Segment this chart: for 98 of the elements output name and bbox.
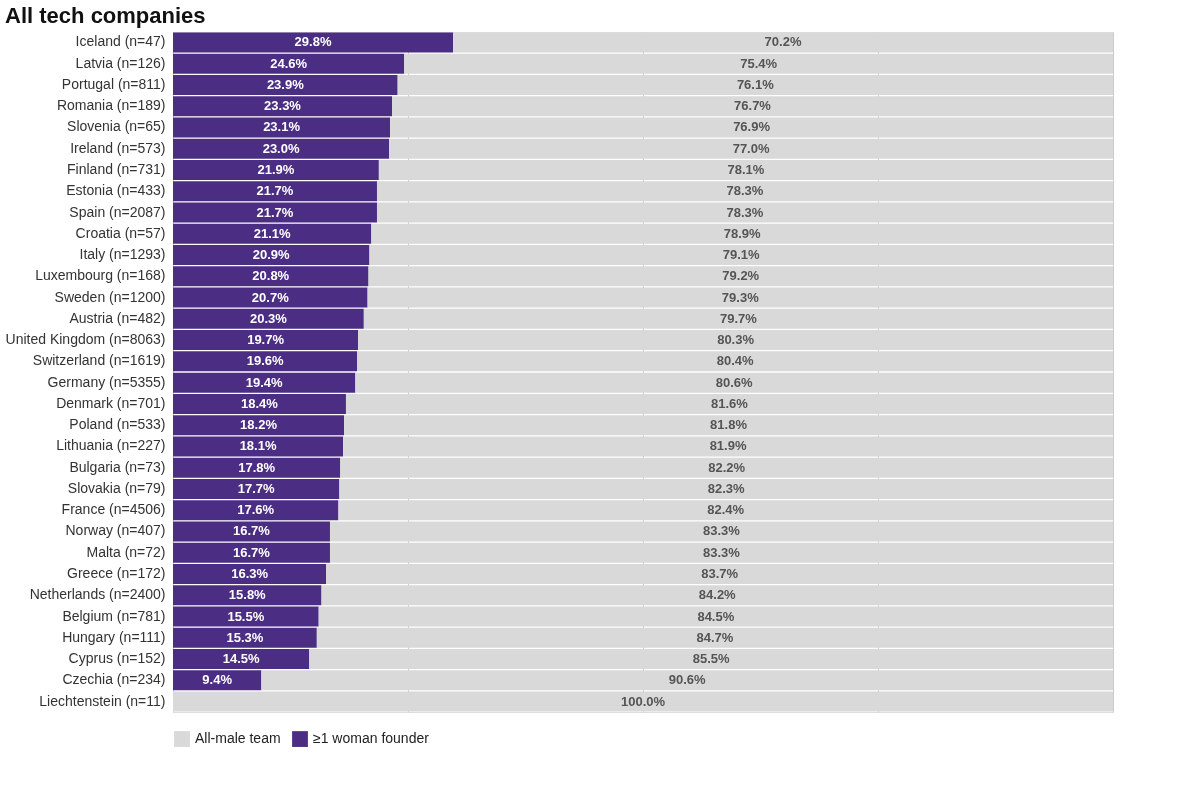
y-tick-label: Germany (n=5355) [47, 373, 166, 390]
data-label: 79.3% [721, 289, 760, 305]
y-tick-label: Norway (n=407) [65, 522, 166, 539]
data-label: 90.6% [668, 672, 707, 688]
y-tick-label: Croatia (n=57) [75, 224, 166, 241]
data-label: 78.3% [726, 204, 764, 220]
data-label: 23.1% [263, 119, 301, 135]
data-label: 19.6% [246, 353, 284, 369]
data-label: 83.3% [703, 523, 741, 539]
data-label: 79.7% [719, 310, 758, 326]
y-tick-label: Cyprus (n=152) [68, 650, 166, 667]
chart-title: All tech companies [5, 3, 206, 28]
data-label: 18.2% [240, 417, 278, 433]
data-label: 21.9% [257, 162, 295, 177]
data-label: 23.0% [262, 140, 300, 156]
data-label: 15.5% [227, 608, 265, 624]
data-label: 79.1% [722, 247, 761, 263]
data-label: 21.7% [256, 204, 294, 220]
data-label: 81.6% [711, 395, 749, 411]
y-tick-label: Switzerland (n=1619) [32, 352, 166, 369]
y-tick-label: Luxembourg (n=168) [35, 267, 166, 284]
y-tick-label: Liechtenstein (n=11) [39, 692, 166, 709]
data-label: 17.7% [237, 480, 276, 496]
data-label: 19.7% [247, 332, 285, 348]
data-label: 79.2% [722, 268, 760, 284]
y-tick-label: Netherlands (n=2400) [29, 586, 166, 603]
data-label: 78.3% [726, 183, 764, 199]
y-tick-label: Latvia (n=126) [75, 54, 166, 71]
data-label: 23.3% [264, 98, 302, 114]
data-label: 21.1% [253, 225, 292, 241]
data-label: 19.4% [245, 374, 284, 390]
data-label: 9.4% [202, 672, 233, 688]
y-tick-label: Finland (n=731) [67, 161, 166, 177]
data-label: 100.0% [620, 693, 666, 709]
y-tick-label: Czechia (n=234) [62, 671, 166, 688]
data-label: 76.7% [734, 98, 772, 114]
data-label: 83.3% [703, 544, 741, 560]
y-tick-label: Lithuania (n=227) [56, 437, 166, 454]
data-label: 75.4% [740, 55, 778, 71]
data-label: 84.5% [697, 608, 735, 624]
y-tick-label: Austria (n=482) [69, 309, 166, 326]
legend-label: ≥1 woman founder [313, 730, 430, 747]
data-label: 80.3% [717, 332, 755, 348]
y-tick-label: Estonia (n=433) [66, 182, 166, 199]
y-tick-label: France (n=4506) [61, 501, 166, 518]
data-label: 84.7% [696, 629, 734, 645]
data-label: 15.8% [228, 587, 267, 603]
data-label: 83.7% [701, 566, 739, 581]
data-label: 78.1% [727, 162, 765, 177]
data-label: 20.3% [249, 310, 288, 326]
y-tick-label: Bulgaria (n=73) [69, 458, 166, 475]
data-label: 21.7% [256, 183, 294, 199]
data-label: 18.1% [239, 438, 277, 454]
y-tick-label: Denmark (n=701) [56, 394, 166, 411]
y-tick-label: Iceland (n=47) [75, 33, 166, 50]
y-tick-label: Belgium (n=781) [62, 607, 166, 624]
y-tick-label: Hungary (n=111) [62, 628, 166, 645]
data-label: 20.7% [251, 289, 290, 305]
y-tick-label: Poland (n=533) [69, 416, 166, 433]
data-label: 20.9% [252, 247, 291, 263]
data-label: 85.5% [692, 651, 731, 667]
data-label: 76.1% [736, 76, 775, 92]
y-tick-label: Portugal (n=811) [61, 75, 166, 92]
data-label: 23.9% [266, 76, 305, 92]
data-label: 81.9% [709, 438, 747, 454]
data-label: 17.6% [237, 502, 275, 518]
data-label: 16.7% [233, 544, 271, 560]
data-label: 81.8% [710, 417, 748, 433]
data-label: 76.9% [733, 119, 771, 135]
data-label: 16.7% [233, 523, 271, 539]
y-tick-label: Greece (n=172) [67, 565, 166, 581]
data-label: 20.8% [252, 268, 290, 284]
y-tick-label: Italy (n=1293) [79, 246, 166, 263]
y-tick-label: Romania (n=189) [56, 97, 166, 114]
legend-label: All-male team [195, 730, 281, 747]
data-label: 29.8% [294, 34, 332, 50]
data-label: 14.5% [222, 651, 261, 667]
y-tick-label: Spain (n=2087) [69, 203, 166, 220]
data-label: 84.2% [698, 587, 737, 603]
data-label: 82.3% [707, 480, 746, 496]
data-label: 80.4% [716, 353, 754, 369]
y-tick-label: United Kingdom (n=8063) [5, 331, 166, 348]
data-label: 17.8% [238, 459, 276, 475]
data-label: 82.4% [707, 502, 745, 518]
y-tick-label: Ireland (n=573) [70, 139, 166, 156]
y-tick-label: Malta (n=72) [86, 543, 166, 560]
data-label: 82.2% [708, 459, 746, 475]
y-tick-label: Sweden (n=1200) [54, 288, 166, 305]
data-label: 24.6% [270, 55, 308, 71]
data-label: 70.2% [764, 34, 802, 50]
data-label: 77.0% [732, 140, 770, 156]
data-label: 78.9% [723, 225, 762, 241]
data-label: 80.6% [715, 374, 754, 390]
data-label: 16.3% [231, 566, 269, 581]
data-label: 18.4% [241, 395, 279, 411]
y-tick-label: Slovenia (n=65) [67, 118, 166, 135]
y-tick-label: Slovakia (n=79) [67, 479, 166, 496]
data-label: 15.3% [226, 629, 264, 645]
